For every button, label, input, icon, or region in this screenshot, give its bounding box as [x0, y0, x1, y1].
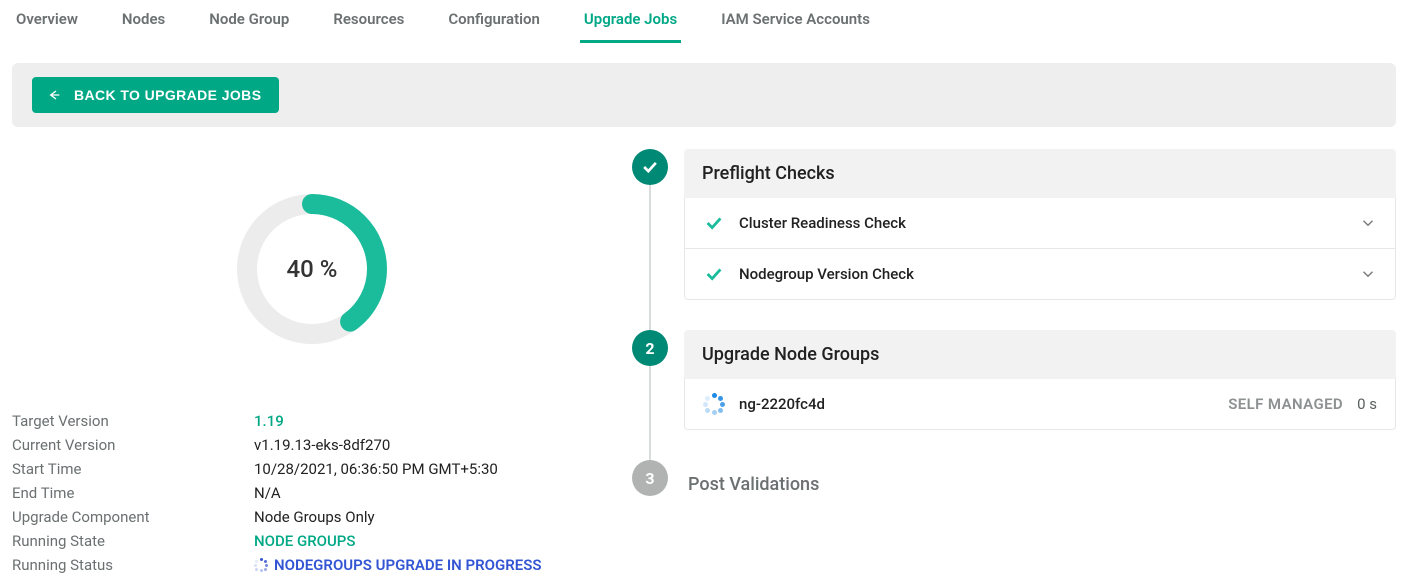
chevron-down-icon [1359, 265, 1377, 283]
detail-label: Upgrade Component [12, 508, 254, 526]
step-badge-pending: 3 [632, 460, 668, 496]
detail-row-start-time: Start Time 10/28/2021, 06:36:50 PM GMT+5… [12, 457, 612, 481]
tab-node-group[interactable]: Node Group [205, 0, 293, 43]
detail-row-target-version: Target Version 1.19 [12, 409, 612, 433]
back-bar: BACK TO UPGRADE JOBS [12, 63, 1396, 127]
tabs: Overview Nodes Node Group Resources Conf… [0, 0, 1408, 43]
nodegroup-meta: SELF MANAGED [1228, 395, 1343, 413]
detail-row-end-time: End Time N/A [12, 481, 612, 505]
tab-nodes[interactable]: Nodes [118, 0, 169, 43]
preflight-item-nodegroup-version[interactable]: Nodegroup Version Check [685, 249, 1395, 299]
back-to-upgrade-jobs-button[interactable]: BACK TO UPGRADE JOBS [32, 77, 279, 113]
detail-value: 1.19 [254, 412, 284, 430]
detail-label: Start Time [12, 460, 254, 478]
detail-row-running-status: Running Status NODEGROUPS UPGRADE IN PRO… [12, 553, 612, 579]
detail-value: Node Groups Only [254, 508, 375, 526]
nodegroup-duration: 0 s [1357, 395, 1377, 413]
preflight-card: Cluster Readiness Check Nodegroup Versio… [684, 198, 1396, 300]
detail-row-running-state: Running State NODE GROUPS [12, 529, 612, 553]
preflight-item-cluster-readiness[interactable]: Cluster Readiness Check [685, 198, 1395, 249]
upgrade-card: ng-2220fc4d SELF MANAGED 0 s [684, 379, 1396, 430]
detail-value: v1.19.13-eks-8df270 [254, 436, 390, 454]
check-icon [640, 157, 660, 177]
detail-row-current-version: Current Version v1.19.13-eks-8df270 [12, 433, 612, 457]
loading-spinner-icon [254, 558, 268, 572]
main: 40 % Target Version 1.19 Current Version… [0, 149, 1408, 579]
step-header: Upgrade Node Groups [684, 330, 1396, 379]
chevron-down-icon [1359, 214, 1377, 232]
step-header: Preflight Checks [684, 149, 1396, 198]
loading-spinner-icon [703, 393, 725, 415]
left-column: 40 % Target Version 1.19 Current Version… [12, 149, 612, 579]
step-upgrade-node-groups: 2 Upgrade Node Groups ng-2220fc4d SELF M… [632, 330, 1396, 430]
nodegroup-name: ng-2220fc4d [739, 395, 1200, 413]
detail-value: N/A [254, 484, 281, 502]
detail-label: Running Status [12, 556, 254, 576]
arrow-left-icon [46, 87, 62, 103]
step-badge-active: 2 [632, 330, 668, 366]
detail-value: NODE GROUPS [254, 532, 355, 550]
detail-value: 10/28/2021, 06:36:50 PM GMT+5:30 [254, 460, 498, 478]
check-item-label: Nodegroup Version Check [739, 265, 1345, 283]
step-post-validations: 3 Post Validations [632, 460, 1396, 509]
progress-gauge-label: 40 % [232, 189, 392, 349]
running-status-text: NODEGROUPS UPGRADE IN PROGRESS [274, 556, 542, 574]
tab-configuration[interactable]: Configuration [444, 0, 544, 43]
upgrade-item-ng[interactable]: ng-2220fc4d SELF MANAGED 0 s [685, 379, 1395, 429]
tab-resources[interactable]: Resources [329, 0, 408, 43]
detail-label: End Time [12, 484, 254, 502]
detail-label: Running State [12, 532, 254, 550]
steps-timeline: Preflight Checks Cluster Readiness Check… [632, 149, 1396, 509]
tab-overview[interactable]: Overview [12, 0, 82, 43]
detail-label: Target Version [12, 412, 254, 430]
right-column: Preflight Checks Cluster Readiness Check… [612, 149, 1396, 579]
progress-gauge: 40 % [232, 189, 392, 349]
step-header: Post Validations [684, 460, 1396, 509]
progress-gauge-wrap: 40 % [12, 189, 612, 349]
step-preflight: Preflight Checks Cluster Readiness Check… [632, 149, 1396, 300]
tab-iam-service-accounts[interactable]: IAM Service Accounts [717, 0, 874, 43]
details-table: Target Version 1.19 Current Version v1.1… [12, 409, 612, 579]
step-badge-done [632, 149, 668, 185]
detail-label: Current Version [12, 436, 254, 454]
check-icon [703, 212, 725, 234]
back-button-label: BACK TO UPGRADE JOBS [74, 87, 261, 103]
tab-upgrade-jobs[interactable]: Upgrade Jobs [580, 0, 681, 43]
detail-value: NODEGROUPS UPGRADE IN PROGRESS [254, 556, 542, 576]
detail-row-upgrade-component: Upgrade Component Node Groups Only [12, 505, 612, 529]
check-item-label: Cluster Readiness Check [739, 214, 1345, 232]
check-icon [703, 263, 725, 285]
